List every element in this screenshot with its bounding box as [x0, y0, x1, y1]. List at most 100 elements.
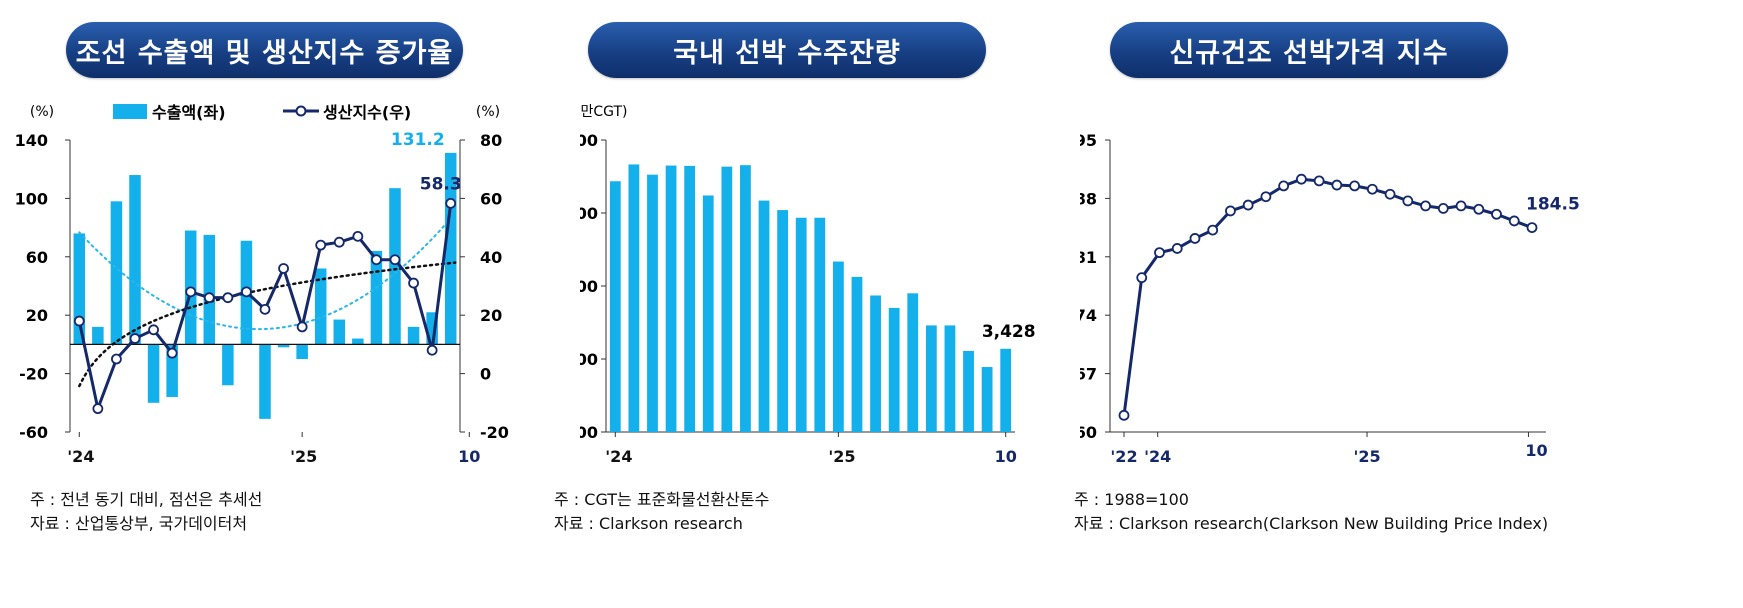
price-index-marker	[1118, 409, 1130, 421]
production-marker	[203, 292, 215, 304]
production-marker	[166, 347, 178, 359]
price-index-marker	[1189, 233, 1201, 244]
chart-note: 주 : 전년 동기 대비, 점선은 추세선 자료 : 산업통상부, 국가데이터처	[30, 488, 262, 536]
chart-note: 주 : 1988=100 자료 : Clarkson research(Clar…	[1074, 488, 1548, 536]
backlog-bar	[907, 293, 919, 432]
price-index-marker	[1366, 183, 1378, 195]
price-index-marker	[1331, 179, 1343, 191]
export-bar	[147, 344, 160, 403]
production-marker	[315, 239, 327, 251]
note-line: 주 : CGT는 표준화물선환산톤수	[554, 490, 770, 509]
panel-order-backlog: 국내 선박 수주잔량 (만CGT) 4,000 3,800 3,600 3,400 3,2…	[554, 0, 1080, 608]
legend-line-label: 생산지수(우)	[323, 103, 411, 122]
right-tick-label: 60	[480, 189, 502, 208]
left-tick-label: 140	[15, 131, 48, 150]
backlog-bar	[888, 307, 900, 432]
production-marker	[185, 286, 197, 298]
export-bar	[314, 268, 327, 345]
x-tick-label: '24	[1144, 447, 1171, 466]
price-data-label: 184.5	[1526, 195, 1580, 215]
x-tick-label: '25	[290, 447, 317, 466]
export-bar	[407, 326, 420, 345]
production-marker	[222, 292, 234, 304]
backlog-bar	[870, 295, 881, 432]
chart-newbuilding-price: 195 188 181 174 167 160 '22 '24 '25 10 184.5	[1080, 131, 1580, 466]
backlog-bar	[777, 210, 789, 432]
panel-export-production: 조선 수출액 및 생산지수 증가율 (%) (%) 수출액(좌) 생산지수(우) 140…	[0, 0, 580, 608]
export-bar	[129, 175, 141, 345]
price-index-marker	[1313, 175, 1325, 187]
panel-title: 조선 수출액 및 생산지수 증가율	[66, 22, 463, 78]
x-tick-label: '22	[1110, 447, 1137, 466]
backlog-bar	[814, 217, 826, 432]
x-tick-label: '24	[67, 447, 94, 466]
export-bar	[277, 344, 290, 348]
production-marker	[296, 321, 308, 333]
production-marker	[352, 230, 364, 242]
x-tick-label: '25	[828, 447, 855, 466]
production-marker	[129, 333, 141, 344]
export-bar	[92, 326, 104, 345]
note-line: 주 : 1988=100	[1074, 490, 1189, 509]
legend-bar-label: 수출액(좌)	[152, 103, 226, 122]
x-tick-label: 10	[995, 447, 1017, 466]
x-tick-label: '24	[605, 447, 632, 466]
right-axis-unit: (%)	[476, 104, 500, 120]
x-tick-label: 10	[1525, 441, 1547, 460]
left-tick-label: -20	[19, 365, 48, 384]
chart-export-production: (%) (%)수출액(좌) 생산지수(우)1401006020-20-6080604…	[15, 103, 509, 466]
export-bar	[222, 344, 234, 386]
price-index-marker	[1349, 180, 1361, 192]
price-index-marker	[1473, 203, 1485, 215]
backlog-bar	[702, 195, 714, 432]
y-tick-label: 3,400	[580, 350, 598, 369]
panel-title: 국내 선박 수주잔량	[588, 22, 986, 78]
production-marker	[92, 403, 104, 415]
backlog-bar	[721, 166, 733, 432]
backlog-bar	[684, 165, 696, 432]
y-tick-label: 3,600	[580, 277, 598, 296]
production-marker	[259, 303, 271, 315]
price-index-marker	[1154, 247, 1165, 259]
y-tick-label: 195	[1080, 131, 1097, 150]
right-tick-label: 0	[480, 365, 491, 384]
price-index-line	[1122, 177, 1533, 416]
export-bar	[296, 344, 308, 359]
left-tick-label: -60	[19, 423, 48, 442]
x-tick-label: '25	[1353, 447, 1380, 466]
right-tick-label: 40	[480, 248, 502, 267]
legend-bar-swatch	[113, 104, 147, 119]
price-index-marker	[1171, 243, 1183, 254]
left-tick-label: 60	[26, 248, 48, 267]
source-line: 자료 : Clarkson research(Clarkson New Buil…	[1074, 514, 1549, 533]
export-bar	[203, 234, 216, 345]
production-marker	[148, 324, 159, 336]
export-bar	[426, 312, 438, 345]
price-index-marker	[1491, 208, 1502, 220]
price-index-marker	[1508, 215, 1520, 227]
y-tick-label: 3,800	[580, 204, 598, 223]
y-axis-unit: (만CGT)	[580, 104, 627, 120]
y-tick-label: 167	[1080, 365, 1097, 384]
legend-line-marker	[295, 105, 307, 117]
y-tick-label: 160	[1080, 423, 1097, 442]
price-index-marker	[1295, 173, 1307, 185]
price-index-marker	[1260, 191, 1272, 203]
backlog-bar	[795, 217, 807, 432]
backlog-bar	[1000, 348, 1012, 432]
note-line: 주 : 전년 동기 대비, 점선은 추세선	[30, 490, 263, 509]
price-index-marker	[1278, 180, 1290, 192]
price-index-marker	[1136, 272, 1148, 284]
backlog-bar	[665, 165, 677, 433]
right-tick-label: 80	[480, 131, 502, 150]
production-marker	[333, 236, 345, 248]
y-tick-label: 181	[1080, 248, 1097, 267]
price-index-marker	[1437, 203, 1449, 214]
export-bar	[166, 344, 178, 397]
export-bar	[370, 250, 383, 345]
price-index-marker	[1455, 200, 1467, 212]
backlog-bar	[925, 325, 937, 432]
export-bar	[444, 152, 457, 345]
production-data-label: 58.3	[420, 174, 462, 194]
panel-newbuilding-price: 신규건조 선박가격 지수 195 188 181 174 167 160 '22 '24 '25…	[1074, 0, 1743, 608]
